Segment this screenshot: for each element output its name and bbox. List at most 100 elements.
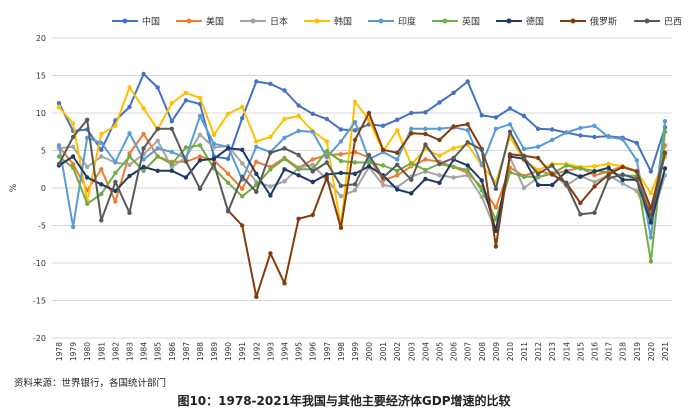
x-tick-label: 1999 [351,342,360,361]
data-point [380,175,386,180]
data-point [352,99,358,105]
data-point [366,110,372,116]
x-tick-label: 2002 [393,342,402,361]
x-tick-label: 1994 [281,342,290,361]
data-point [211,145,217,150]
data-point [268,167,273,172]
data-point [465,79,470,84]
data-point [183,98,189,103]
data-point [592,123,597,128]
data-point [564,163,569,168]
data-point [338,158,344,164]
data-point [648,169,654,174]
data-point [620,172,625,177]
data-point [225,111,231,117]
data-point [56,154,62,159]
data-point [70,224,76,230]
data-point [240,161,245,166]
data-point [254,139,259,144]
series-7 [225,110,668,299]
data-point [437,161,442,167]
legend-item: 德国 [496,16,544,28]
y-tick-label: 20 [36,34,46,43]
data-point [479,194,484,200]
legend-item: 英国 [432,16,480,28]
legend-label: 日本 [270,16,288,28]
data-point [240,104,245,110]
legend-marker [314,18,320,24]
data-point [423,167,428,173]
data-point [99,131,104,137]
data-point [240,223,245,228]
legend-label: 美国 [206,16,224,28]
series-0 [56,71,668,174]
data-point [451,155,456,161]
data-point [310,162,315,167]
data-point [507,170,513,175]
data-point [197,95,203,101]
x-tick-label: 2003 [407,342,416,361]
data-point [183,90,189,96]
y-tick-label: 5 [41,147,46,156]
data-point [550,182,555,188]
data-point [479,147,484,152]
data-point [282,167,287,172]
x-tick-label: 2017 [605,342,614,361]
data-point [99,191,104,197]
data-point [395,173,400,178]
legend-label: 俄罗斯 [590,16,617,28]
data-point [268,193,273,198]
data-point [99,218,104,223]
data-point [620,181,625,186]
y-tick-label: 10 [36,109,46,118]
data-point [507,106,513,111]
series-line [227,112,666,298]
data-point [310,157,315,162]
x-tick-label: 2004 [421,342,430,361]
data-point [211,132,217,137]
data-point [338,170,344,176]
data-point [282,116,287,122]
data-point [338,194,344,199]
x-tick-label: 1992 [252,342,261,361]
data-point [183,158,189,164]
data-point [296,173,301,178]
data-point [56,101,62,106]
data-point [493,228,499,233]
data-point [70,134,76,140]
data-point [352,182,358,187]
x-tick-label: 1988 [196,342,205,361]
data-point [310,212,315,218]
data-point [141,131,146,137]
legend-item: 印度 [368,16,416,28]
series-lines [56,71,668,299]
data-point [423,110,428,115]
data-point [380,163,386,168]
x-tick-label: 2000 [365,342,374,361]
data-point [99,154,104,159]
x-tick-label: 2019 [633,342,642,361]
data-point [127,173,132,179]
data-point [507,122,513,127]
data-point [521,113,527,119]
x-tick-label: 1979 [69,342,78,361]
data-point [296,128,301,134]
data-point [127,85,132,90]
data-point [141,164,146,170]
data-point [493,126,499,131]
series-line [58,131,666,263]
series-line [58,118,666,222]
data-point [479,178,484,183]
data-point [338,127,344,132]
data-point [550,127,555,132]
legend-label: 英国 [462,16,480,28]
data-point [606,134,611,140]
data-point [282,281,287,286]
x-tick-label: 2010 [506,342,515,361]
x-tick-label: 1981 [97,342,106,361]
legend-label: 印度 [398,16,416,28]
data-point [451,90,456,96]
data-point [395,168,400,173]
legend-item: 韩国 [304,16,352,28]
